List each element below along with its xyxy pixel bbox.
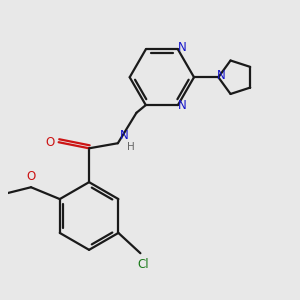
Text: Cl: Cl <box>137 258 149 271</box>
Text: N: N <box>178 41 186 54</box>
Text: N: N <box>217 69 225 82</box>
Text: H: H <box>127 142 135 152</box>
Text: N: N <box>119 128 128 142</box>
Text: N: N <box>178 99 186 112</box>
Text: O: O <box>45 136 55 149</box>
Text: O: O <box>26 170 36 183</box>
